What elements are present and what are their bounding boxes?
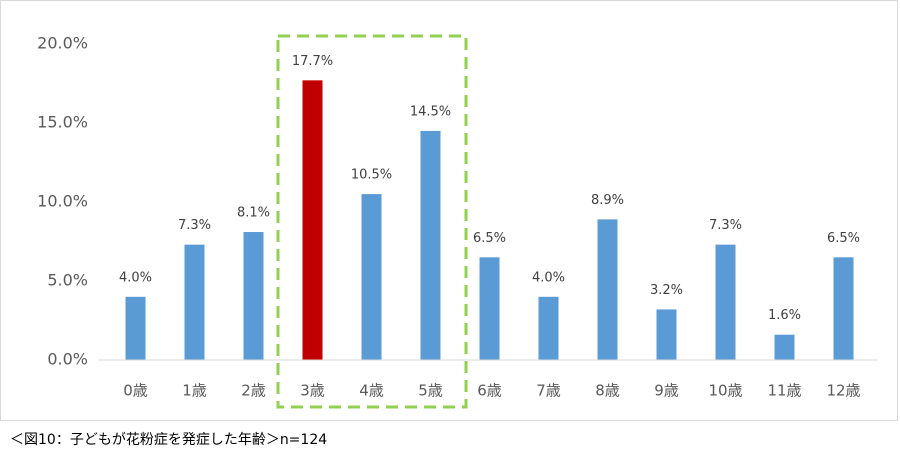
x-tick-label: 2歳	[241, 382, 266, 400]
bar	[361, 194, 382, 360]
value-label: 10.5%	[351, 168, 392, 183]
value-label: 6.5%	[473, 231, 506, 246]
bar	[715, 244, 736, 360]
bar	[184, 244, 205, 360]
x-tick-label: 4歳	[359, 382, 384, 400]
x-tick-label: 8歳	[595, 382, 620, 400]
highlight-box	[276, 34, 468, 409]
bar	[302, 80, 323, 360]
y-tick-label: 20.0%	[37, 34, 88, 53]
x-tick-label: 11歳	[767, 382, 801, 400]
value-label: 1.6%	[768, 308, 801, 323]
bar	[597, 219, 618, 360]
bar	[656, 309, 677, 360]
bar	[125, 296, 146, 360]
value-label: 7.3%	[178, 218, 211, 233]
x-tick-label: 6歳	[477, 382, 502, 400]
value-label: 8.9%	[591, 193, 624, 208]
x-tick-label: 1歳	[182, 382, 207, 400]
x-tick-label: 9歳	[654, 382, 679, 400]
bar	[479, 257, 500, 360]
value-label: 8.1%	[237, 206, 270, 221]
caption: ＜図10：子どもが花粉症を発症した年齢＞n=124	[10, 432, 327, 448]
x-tick-label: 7歳	[536, 382, 561, 400]
bar	[774, 334, 795, 360]
value-label: 3.2%	[650, 283, 683, 298]
x-tick-label: 5歳	[418, 382, 443, 400]
y-tick-label: 10.0%	[37, 192, 88, 211]
bar	[538, 296, 559, 360]
value-label: 6.5%	[827, 231, 860, 246]
y-tick-label: 15.0%	[37, 113, 88, 132]
x-tick-label: 10歳	[708, 382, 742, 400]
bar	[243, 232, 264, 360]
value-label: 14.5%	[410, 104, 451, 119]
value-label: 7.3%	[709, 218, 742, 233]
x-tick-label: 3歳	[300, 382, 325, 400]
bar	[420, 130, 441, 360]
y-tick-label: 5.0%	[47, 271, 88, 290]
chart-frame	[0, 0, 898, 421]
value-label: 4.0%	[119, 270, 152, 285]
x-tick-label: 0歳	[123, 382, 148, 400]
value-label: 4.0%	[532, 270, 565, 285]
bar	[833, 257, 854, 360]
x-tick-label: 12歳	[826, 382, 860, 400]
y-tick-label: 0.0%	[47, 350, 88, 369]
value-label: 17.7%	[292, 54, 333, 69]
